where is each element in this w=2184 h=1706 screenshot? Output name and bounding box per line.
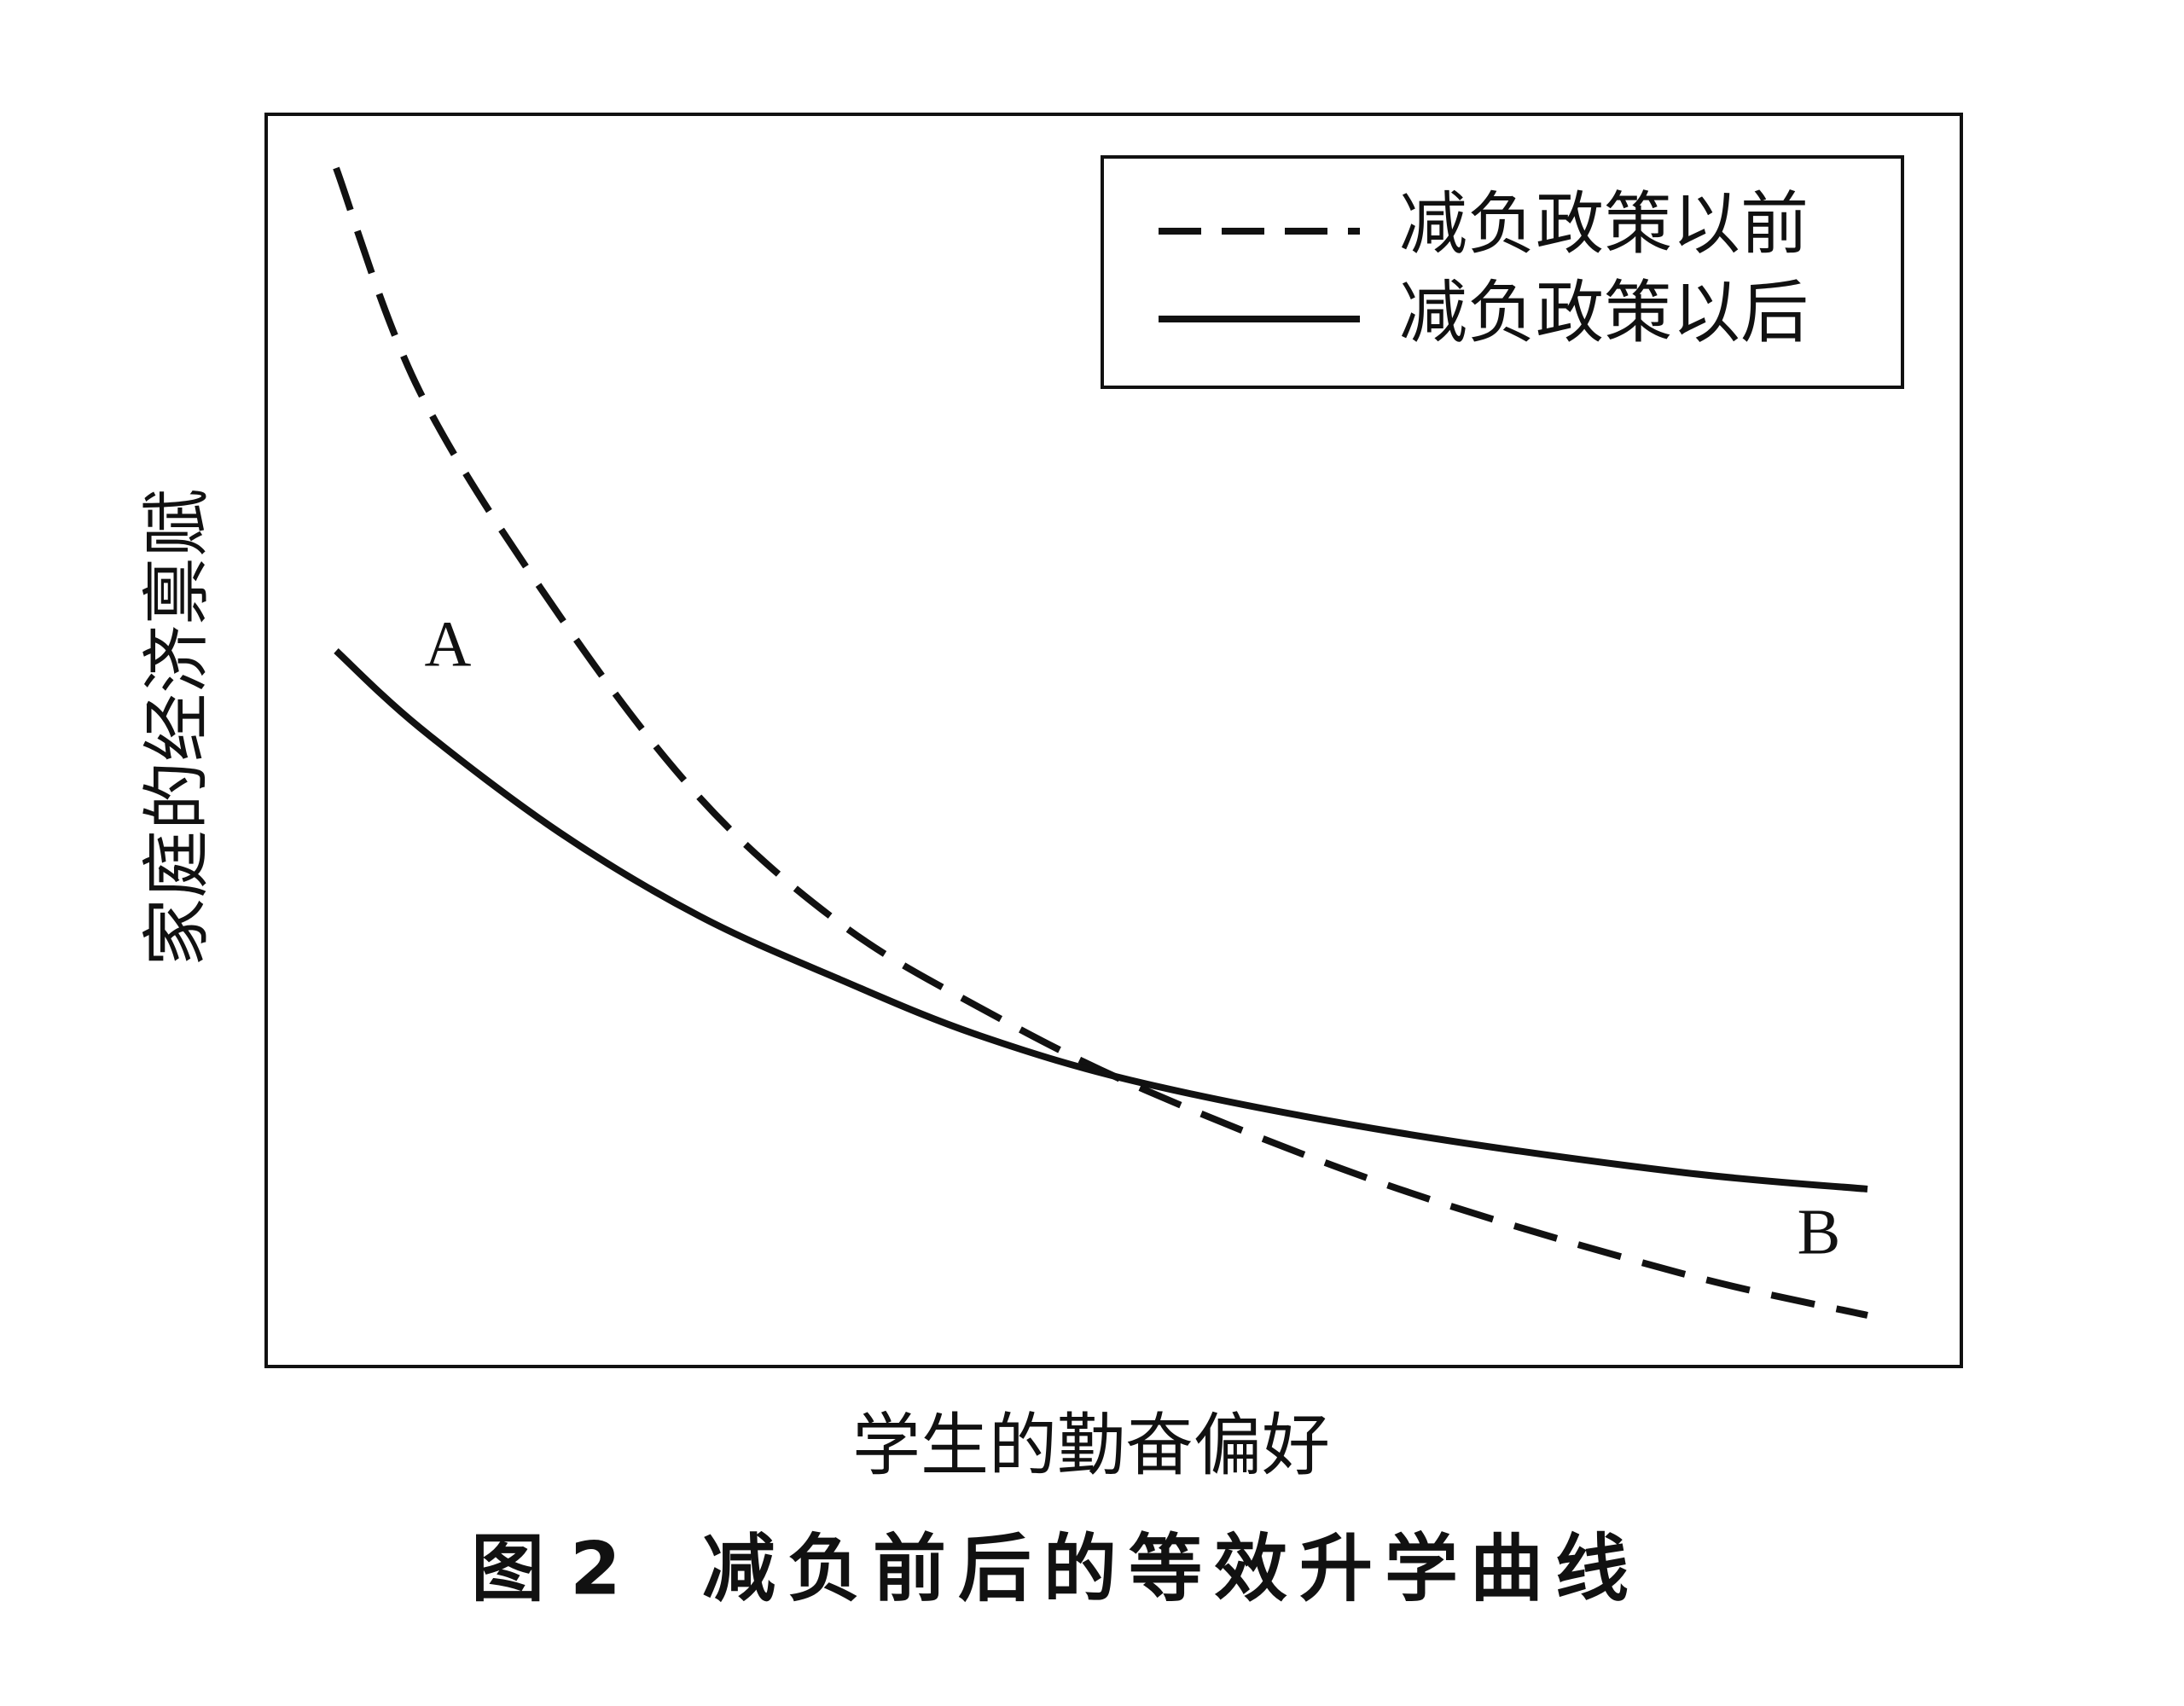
curve-after [334, 648, 1868, 1192]
point-label: A [425, 608, 472, 680]
plot-frame [264, 113, 1963, 1368]
point-label: B [1798, 1196, 1841, 1268]
caption-title: 减负前后的等效升学曲线 [702, 1526, 1641, 1611]
curve-before [333, 166, 1868, 1319]
legend-box [1101, 155, 1904, 389]
caption-label: 图 2 [471, 1526, 621, 1611]
legend-label: 减负政策以后 [1399, 273, 1809, 352]
x-axis-label: 学生的勤奋偏好 [852, 1406, 1330, 1485]
legend-label: 减负政策以前 [1399, 184, 1809, 264]
y-axis-label: 家庭的经济禀赋 [137, 489, 217, 966]
